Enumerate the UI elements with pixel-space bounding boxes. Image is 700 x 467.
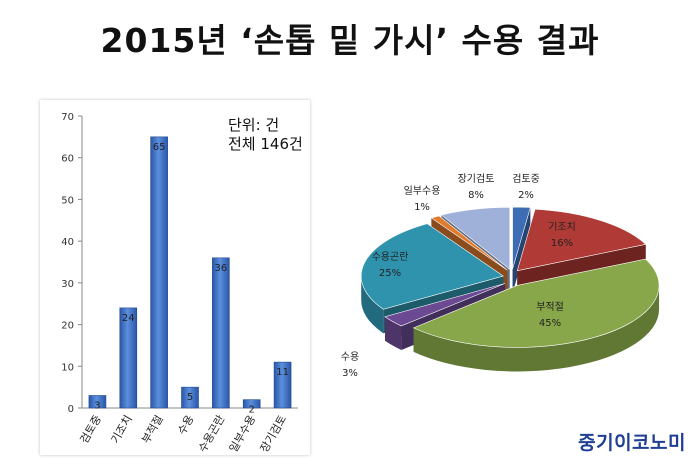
- slice-percent: 45%: [539, 318, 561, 329]
- pie-rim-부적절: [413, 285, 660, 372]
- pie-slice-일부수용: [430, 215, 508, 271]
- slice-label: 검토중: [512, 173, 540, 185]
- x-tick-label: 장기검토: [258, 413, 290, 455]
- slice-percent: 25%: [379, 268, 401, 279]
- slice-label: 기조치: [548, 221, 576, 233]
- bar-검토중: [88, 395, 107, 409]
- x-tick-label: 부적절: [139, 413, 165, 446]
- x-tick-label: 수용곤란: [196, 413, 228, 455]
- bar-수용: [181, 386, 199, 409]
- y-tick-label: 30: [61, 279, 74, 290]
- y-tick-label: 40: [61, 237, 74, 248]
- slice-label: 수용: [341, 351, 359, 363]
- data-label: 65: [153, 142, 166, 153]
- data-label: 11: [276, 367, 289, 378]
- pie-rim-수용: [384, 316, 402, 350]
- brand-logo: 중기이코노미: [578, 432, 686, 454]
- slice-percent: 16%: [551, 238, 573, 249]
- bar-수용곤란: [212, 257, 230, 409]
- slice-percent: 3%: [342, 368, 358, 379]
- y-tick-label: 0: [68, 404, 74, 415]
- data-label: 2: [249, 405, 255, 416]
- y-tick-label: 50: [61, 195, 74, 206]
- slice-label: 일부수용: [404, 185, 441, 197]
- pie-chart: 검토중 2% 기조치 16% 부적절 45% 수용 3% 수용곤란 25% 일부수용 1% 장기검토 8%: [341, 173, 660, 379]
- y-tick-label: 20: [61, 321, 74, 332]
- y-tick-label: 70: [61, 112, 74, 123]
- pie-slice-검토중: [512, 206, 531, 270]
- x-tick-label: 일부수용: [226, 413, 258, 455]
- slice-label: 장기검토: [458, 173, 495, 185]
- pie-rim-수용곤란: [361, 276, 384, 334]
- bar-chart: 0 10 20 30 40 50 60 70 3 검토중 24 기조치 65 부적절 5 수용 36 수용곤란 2…: [61, 112, 298, 455]
- slice-label: 수용곤란: [372, 251, 409, 263]
- pie-slice-부적절: [412, 258, 660, 348]
- slice-percent: 8%: [468, 190, 484, 201]
- pie-slice-기조치: [516, 208, 647, 272]
- data-label: 5: [187, 392, 193, 403]
- unit-label: 단위: 건: [228, 116, 280, 134]
- data-label: 24: [122, 313, 135, 324]
- x-tick-label: 기조치: [108, 413, 134, 446]
- pie-wall-수용: [384, 283, 505, 341]
- pie-slice-장기검토: [440, 206, 511, 270]
- x-tick-label: 수용: [175, 413, 196, 437]
- slice-percent: 1%: [414, 202, 430, 213]
- pie-slice-수용곤란: [360, 223, 504, 310]
- slice-percent: 2%: [518, 190, 534, 201]
- y-tick-label: 10: [61, 362, 74, 373]
- y-tick-label: 60: [61, 154, 74, 165]
- data-label: 36: [214, 263, 227, 274]
- pie-slice-수용: [384, 283, 506, 327]
- slice-label: 부적절: [536, 300, 564, 313]
- total-label: 전체 146건: [228, 135, 303, 153]
- bar-장기검토: [273, 361, 292, 409]
- bar-일부수용: [242, 399, 261, 409]
- pie-wall-검토중: [512, 207, 531, 294]
- data-label: 3: [94, 400, 100, 411]
- page-title: 2015년 ‘손톱 밑 가시’ 수용 결과: [100, 21, 600, 60]
- x-tick-label: 검토중: [78, 413, 104, 446]
- bar-chart-panel: 0 10 20 30 40 50 60 70 3 검토중 24 기조치 65 부적절 5 수용 36 수용곤란 2…: [40, 100, 310, 455]
- bar-부적절: [150, 136, 168, 409]
- bar-기조치: [119, 307, 138, 409]
